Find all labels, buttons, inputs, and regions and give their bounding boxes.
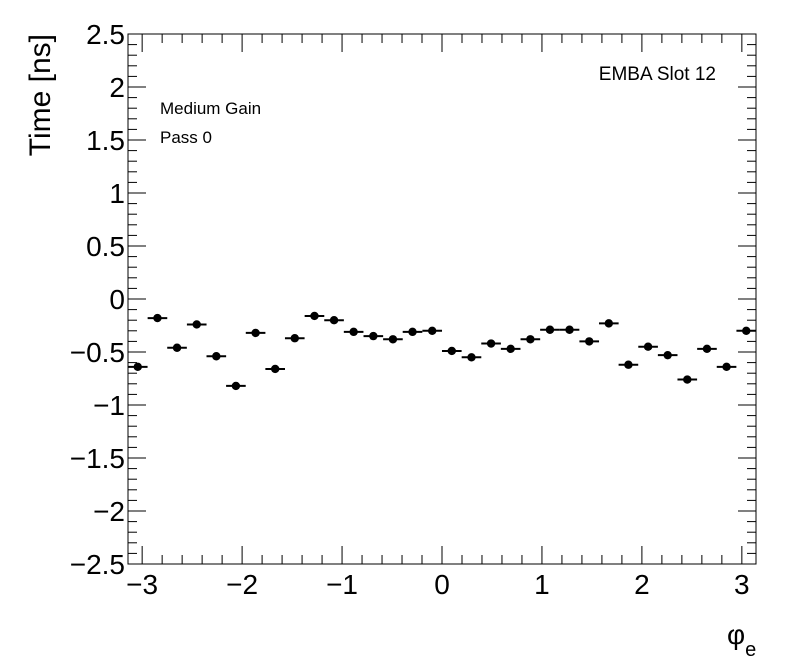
data-point-marker — [486, 339, 496, 348]
x-tick-label: 3 — [734, 569, 750, 600]
data-point — [599, 319, 619, 328]
data-point — [304, 311, 325, 321]
data-point-marker — [722, 362, 731, 372]
data-point-marker — [231, 381, 241, 391]
data-point — [167, 343, 187, 352]
data-point-marker — [388, 335, 398, 344]
data-point-marker — [172, 343, 182, 352]
data-point-marker — [447, 346, 456, 356]
x-axis-label: φe — [727, 619, 756, 661]
data-point-marker — [428, 326, 437, 335]
data-point-marker — [467, 353, 476, 362]
x-tick-label: −1 — [326, 569, 358, 600]
data-point-marker — [506, 344, 515, 354]
data-point-marker — [526, 335, 535, 344]
x-axis-label-subscript: e — [745, 639, 756, 661]
data-point — [500, 344, 521, 354]
data-point-marker — [153, 313, 162, 323]
data-point — [520, 335, 541, 344]
tick-labels: −2.5 −2 −1.5 −1 −0.5 0 0.5 1 1.5 2 2.5 −3 −2 −1 0 1 2 3 — [70, 19, 750, 600]
y-tick-label: 1 — [109, 178, 125, 209]
data-point-marker — [310, 311, 319, 321]
data-point-marker — [349, 327, 358, 337]
data-point-marker — [290, 334, 299, 343]
data-point-marker — [270, 364, 280, 374]
data-point — [245, 328, 266, 338]
y-tick-label: −0.5 — [70, 337, 125, 368]
data-point-marker — [251, 328, 260, 338]
data-point — [579, 337, 600, 346]
y-tick-label: 0.5 — [86, 231, 125, 262]
gain-annotation: Medium Gain — [160, 99, 261, 118]
data-point-marker — [742, 326, 751, 335]
data-point — [265, 364, 285, 374]
y-tick-label: −1 — [93, 390, 125, 421]
pass-annotation: Pass 0 — [160, 128, 212, 147]
data-point-marker — [683, 375, 692, 384]
data-point — [147, 313, 168, 323]
data-point — [226, 381, 246, 391]
data-point — [638, 342, 658, 351]
data-point — [324, 316, 344, 325]
x-tick-label: −2 — [226, 569, 258, 600]
data-point — [697, 344, 717, 354]
slot-annotation: EMBA Slot 12 — [599, 64, 716, 85]
data-point-marker — [329, 316, 339, 325]
y-tick-label: 2 — [109, 72, 125, 103]
y-tick-label: 2.5 — [86, 19, 125, 50]
data-point-marker — [702, 344, 712, 354]
x-tick-label: −3 — [126, 569, 158, 600]
data-point — [618, 360, 639, 369]
x-tick-label: 2 — [634, 569, 650, 600]
data-point — [383, 335, 403, 344]
data-point — [716, 362, 737, 372]
data-point-marker — [212, 352, 221, 361]
x-tick-label: 1 — [534, 569, 550, 600]
data-point-marker — [545, 325, 555, 334]
data-point-marker — [133, 362, 142, 372]
data-point — [461, 353, 482, 362]
data-point-marker — [604, 319, 614, 328]
data-point — [206, 352, 227, 361]
axis-ticks — [128, 33, 756, 565]
data-point — [402, 327, 423, 337]
data-point — [127, 362, 148, 372]
y-tick-label: −2 — [93, 496, 125, 527]
data-point — [441, 346, 462, 356]
data-point — [657, 350, 678, 360]
data-point — [736, 326, 757, 335]
data-points — [127, 311, 757, 391]
y-tick-label: −1.5 — [70, 443, 125, 474]
data-point — [363, 331, 384, 341]
data-point-marker — [565, 325, 574, 334]
data-point-marker — [369, 331, 378, 341]
data-point — [540, 325, 560, 334]
data-point — [481, 339, 501, 348]
data-point-marker — [408, 327, 417, 337]
x-axis-label-main: φ — [727, 619, 745, 650]
data-point — [677, 375, 698, 384]
data-point — [343, 327, 364, 337]
x-tick-label: 0 — [434, 569, 450, 600]
y-tick-label: 1.5 — [86, 125, 125, 156]
data-point — [284, 334, 305, 343]
data-point-marker — [624, 360, 633, 369]
y-axis-label: Time [ns] — [24, 34, 57, 156]
data-point — [422, 326, 443, 335]
data-point-marker — [643, 342, 653, 351]
y-tick-label: 0 — [109, 284, 125, 315]
y-tick-label: −2.5 — [70, 549, 125, 580]
data-point — [186, 320, 207, 329]
data-point-marker — [192, 320, 201, 329]
data-point-marker — [663, 350, 672, 360]
data-point — [559, 325, 580, 334]
data-point-marker — [585, 337, 594, 346]
